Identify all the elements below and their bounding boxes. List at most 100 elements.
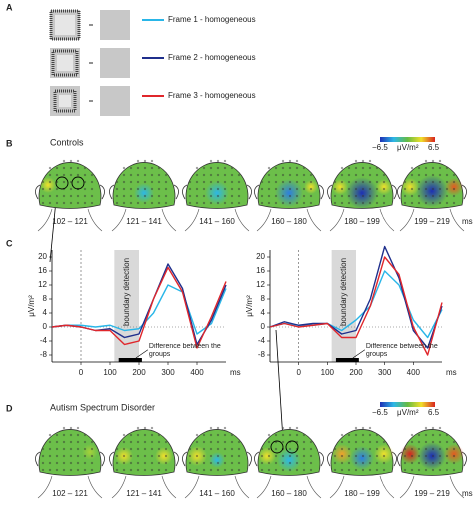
head-map [182, 159, 252, 232]
electrode [69, 201, 73, 205]
electrode [431, 468, 435, 472]
electrode [295, 461, 299, 465]
electrode [136, 194, 140, 198]
electrode [230, 433, 234, 437]
electrode [55, 187, 59, 191]
electrode [237, 201, 241, 205]
electrode [83, 166, 87, 170]
y-tick-label: 4 [261, 308, 266, 317]
electrode [83, 433, 87, 437]
electrode [195, 461, 199, 465]
neck [256, 475, 322, 499]
electrode [195, 194, 199, 198]
electrode [150, 440, 154, 444]
electrode [333, 461, 337, 465]
electrode [157, 173, 161, 177]
electrode [143, 166, 147, 170]
electrode [48, 201, 52, 205]
analysis-band [331, 250, 356, 362]
electrode-highlight [71, 176, 85, 190]
electrode [410, 433, 414, 437]
electrode [260, 447, 264, 451]
electrode [230, 180, 234, 184]
electrode [122, 468, 126, 472]
electrode-highlight [285, 440, 299, 454]
electrode [55, 433, 59, 437]
electrode [209, 201, 213, 205]
colorbar-unit: μV/m² [397, 408, 419, 417]
electrode [361, 180, 365, 184]
colorbar-min: −6.5 [372, 408, 388, 417]
electrode [267, 447, 271, 451]
head-map [182, 426, 252, 499]
electrode [48, 173, 52, 177]
time-window: 141 – 160 [199, 489, 235, 498]
time-unit: ms [462, 489, 473, 498]
electrode [375, 180, 379, 184]
electrode [122, 440, 126, 444]
electrode [164, 194, 168, 198]
electrode [368, 159, 372, 163]
electrode [347, 468, 351, 472]
electrode [281, 433, 285, 437]
electrode [202, 166, 206, 170]
electrode [129, 187, 133, 191]
electrode [382, 173, 386, 177]
difference-label: Difference between the groups [365, 342, 438, 358]
legend-label: Frame 1 - homogeneous [168, 15, 256, 24]
electrode [274, 194, 278, 198]
electrode [354, 187, 358, 191]
electrode [431, 454, 435, 458]
electrode [295, 433, 299, 437]
electrode [333, 201, 337, 205]
electrode [62, 194, 66, 198]
electrode [83, 447, 87, 451]
electrode [55, 166, 59, 170]
y-tick-label: 16 [38, 266, 47, 275]
y-axis-label: μV/m² [27, 295, 36, 317]
electrode [48, 468, 52, 472]
electrode [122, 187, 126, 191]
x-tick-label: 300 [378, 368, 392, 377]
electrode [69, 433, 73, 437]
neck [37, 475, 103, 499]
electrode [302, 187, 306, 191]
electrode [41, 454, 45, 458]
electrode [129, 180, 133, 184]
electrode [143, 187, 147, 191]
electrode [260, 194, 264, 198]
series-line [269, 245, 443, 349]
time-window: 180 – 199 [344, 217, 380, 226]
electrode [41, 461, 45, 465]
electrode [143, 454, 147, 458]
electrode [41, 447, 45, 451]
electrode [281, 166, 285, 170]
electrode [164, 180, 168, 184]
colorbar [380, 402, 435, 407]
electrode [209, 461, 213, 465]
neck [329, 475, 395, 499]
electrode [202, 454, 206, 458]
electrode [150, 461, 154, 465]
electrode [340, 201, 344, 205]
electrode [195, 201, 199, 205]
x-tick-label: 0 [79, 368, 84, 377]
electrode [288, 194, 292, 198]
electrode [157, 194, 161, 198]
electrode [157, 447, 161, 451]
electrode [260, 201, 264, 205]
electrode [288, 180, 292, 184]
y-tick-label: 4 [43, 308, 48, 317]
electrode [150, 166, 154, 170]
electrode [122, 433, 126, 437]
electrode [122, 461, 126, 465]
electrode [375, 440, 379, 444]
band-label: boundary detection [122, 258, 131, 326]
electrode [164, 173, 168, 177]
electrode [417, 468, 421, 472]
electrode [150, 454, 154, 458]
electrode [223, 468, 227, 472]
electrode [164, 454, 168, 458]
electrode [143, 159, 147, 163]
electrode [288, 159, 292, 163]
